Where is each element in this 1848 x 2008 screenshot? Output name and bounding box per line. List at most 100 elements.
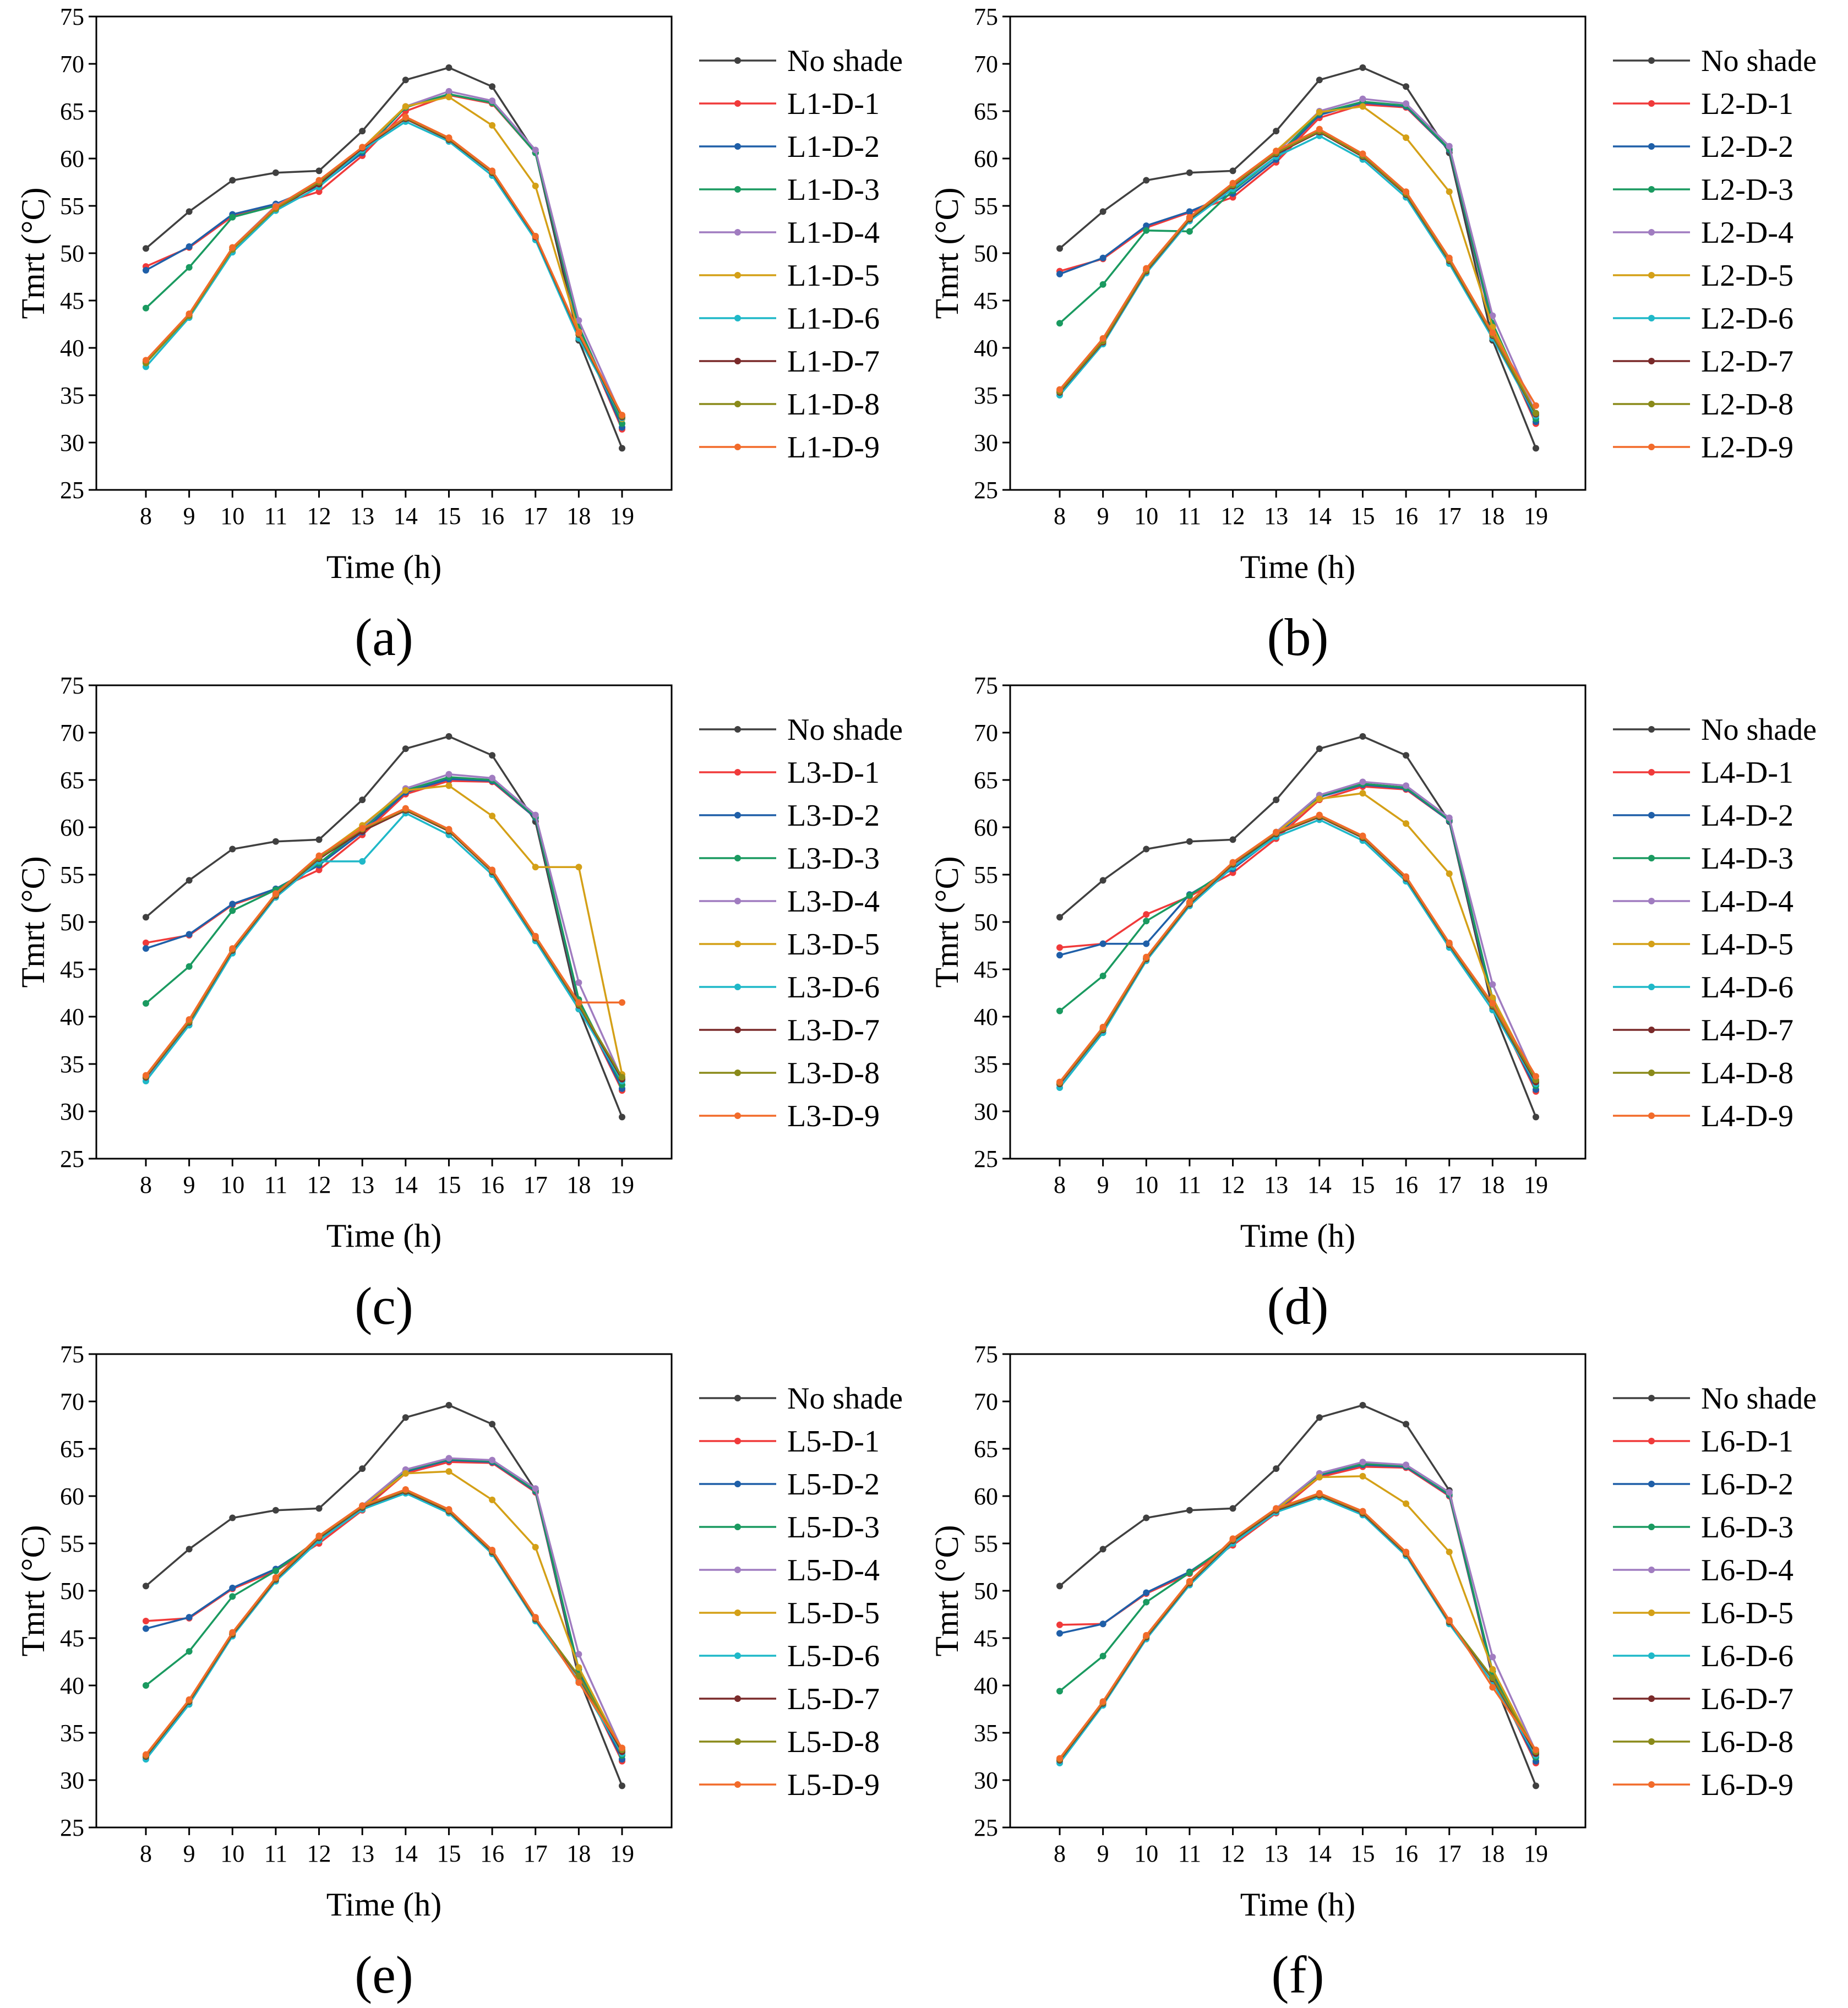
data-point (1359, 1459, 1366, 1466)
data-point (489, 122, 496, 129)
data-point (1446, 939, 1453, 946)
y-tick-label: 25 (974, 477, 998, 504)
data-point (1403, 1461, 1410, 1469)
data-point (489, 1496, 496, 1503)
y-tick-label: 60 (974, 1483, 998, 1510)
legend-entry: L3-D-6 (699, 970, 880, 1005)
chart-panel-1: 25 30 35 40 45 50 55 60 65 70 75 8 9 10 11 12 13 14 15 16 17… (15, 3, 903, 667)
legend-label: L5-D-1 (787, 1425, 880, 1459)
x-tick-label: 16 (480, 1840, 504, 1867)
series-line (145, 776, 623, 1085)
legend-label: L6-D-3 (1701, 1510, 1794, 1545)
data-point (1143, 918, 1150, 925)
legend-entry: L2-D-9 (1613, 430, 1794, 465)
legend-label: L2-D-7 (1701, 345, 1794, 379)
legend-label: L3-D-6 (787, 970, 880, 1005)
legend-marker (1648, 1695, 1655, 1702)
legend-marker (1648, 444, 1655, 450)
legend-entry: L2-D-8 (1613, 388, 1794, 422)
legend-marker (734, 1395, 741, 1401)
legend-marker (1648, 100, 1655, 107)
series-line (1059, 1493, 1537, 1760)
legend-marker (1648, 186, 1655, 193)
legend-label: L4-D-6 (1701, 970, 1794, 1005)
legend-entry: L6-D-3 (1613, 1510, 1794, 1545)
data-point (272, 1507, 279, 1514)
x-tick-label: 9 (183, 503, 195, 530)
legend-marker (734, 941, 741, 947)
series-l1-d-5 (143, 94, 625, 422)
y-tick-label: 60 (60, 814, 84, 841)
data-point (272, 203, 279, 210)
data-point (1099, 940, 1106, 947)
legend-marker (1648, 57, 1655, 64)
y-tick-label: 55 (60, 193, 84, 220)
legend-marker (1648, 1481, 1655, 1487)
data-point (1056, 270, 1063, 277)
legend-label: L4-D-4 (1701, 885, 1794, 919)
x-tick-label: 15 (437, 1171, 461, 1198)
series-l1-d-9 (143, 113, 625, 419)
legend-marker (734, 315, 741, 321)
data-point (1446, 1548, 1453, 1556)
legend-label: L4-D-3 (1701, 842, 1794, 876)
legend-label: No shade (787, 713, 903, 747)
data-point (1099, 973, 1106, 980)
data-point (489, 1547, 496, 1554)
series-line (145, 808, 623, 1078)
data-point (1316, 795, 1323, 803)
data-point (1056, 245, 1063, 252)
data-point (1489, 1684, 1496, 1691)
y-axis-title: Tmrt (°C) (929, 1525, 965, 1657)
legend-entry: L6-D-9 (1613, 1768, 1794, 1802)
data-point (445, 1401, 453, 1409)
data-point (229, 945, 236, 952)
series-l4-d-6 (1056, 816, 1539, 1091)
x-tick-label: 11 (1178, 1840, 1201, 1867)
legend-marker (734, 726, 741, 733)
legend-label: L5-D-6 (787, 1639, 880, 1673)
series-line (145, 1404, 623, 1786)
series-l1-d-2 (143, 91, 625, 431)
data-point (1143, 953, 1150, 961)
x-tick-label: 10 (220, 503, 244, 530)
data-point (532, 146, 539, 154)
data-point (1099, 1620, 1106, 1628)
data-point (402, 113, 409, 121)
data-point (1143, 265, 1150, 272)
series-l2-d-1 (1056, 101, 1539, 427)
data-point (1056, 1007, 1063, 1014)
x-tick-label: 19 (610, 503, 634, 530)
legend-entry: L4-D-5 (1613, 927, 1794, 962)
series-line (145, 93, 623, 424)
y-tick-label: 45 (60, 1625, 84, 1652)
x-tick-label: 16 (1394, 503, 1418, 530)
legend-label: L3-D-3 (787, 842, 880, 876)
legend-label: L1-D-6 (787, 302, 880, 336)
data-point (1359, 150, 1366, 157)
legend-entry: L5-D-1 (699, 1425, 880, 1459)
y-tick-label: 70 (974, 1388, 998, 1415)
x-tick-label: 18 (566, 1840, 591, 1867)
series-line (145, 1458, 623, 1756)
data-point (1489, 1666, 1496, 1673)
legend-entry: L4-D-8 (1613, 1056, 1794, 1090)
data-point (1403, 1421, 1410, 1428)
legend-marker (734, 143, 741, 150)
y-tick-label: 70 (60, 1388, 84, 1415)
legend-label: No shade (1701, 1382, 1817, 1416)
legend-label: L2-D-3 (1701, 173, 1794, 207)
data-point (143, 945, 149, 952)
x-tick-label: 19 (1524, 1840, 1548, 1867)
y-axis-title: Tmrt (°C) (15, 856, 51, 988)
y-tick-label: 35 (60, 1720, 84, 1747)
data-point (619, 1744, 625, 1751)
legend-marker (1648, 1652, 1655, 1659)
data-point (1099, 877, 1106, 884)
legend-entry: L1-D-7 (699, 345, 880, 379)
x-tick-label: 12 (1221, 1171, 1245, 1198)
series-line (145, 1461, 623, 1762)
legend-marker (1648, 1524, 1655, 1530)
series-l4-d-8 (1056, 812, 1539, 1087)
series-line (1059, 815, 1537, 1084)
